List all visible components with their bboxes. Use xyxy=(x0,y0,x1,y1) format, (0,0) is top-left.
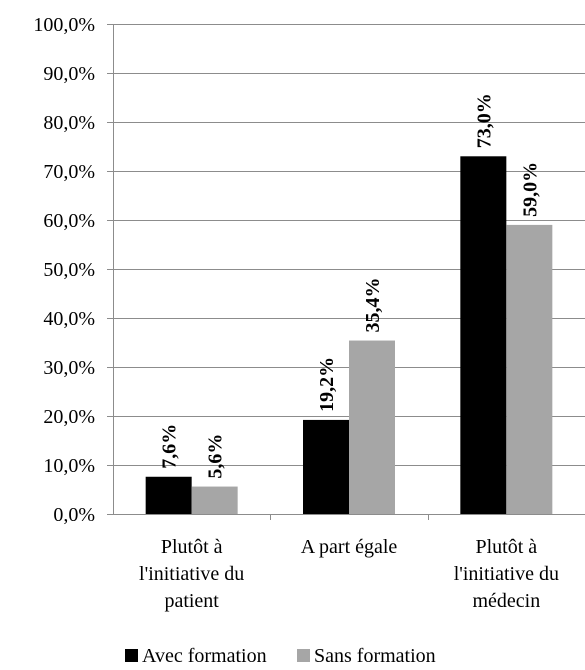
data-label: 5,6% xyxy=(205,434,227,479)
y-tick-label: 30,0% xyxy=(43,357,95,379)
axes xyxy=(107,24,585,520)
data-label: 35,4% xyxy=(362,278,384,333)
x-category-label: patient xyxy=(164,590,219,612)
data-labels: 7,6% 5,6% 19,2% 35,4% 73,0% 59,0% xyxy=(159,93,542,478)
y-tick-label: 70,0% xyxy=(43,161,95,183)
bars xyxy=(145,156,553,515)
legend-label: Sans formation xyxy=(314,645,436,667)
x-category-label: Plutôt à xyxy=(161,536,223,558)
y-tick-label: 80,0% xyxy=(43,112,95,134)
y-tick-label: 20,0% xyxy=(43,406,95,428)
x-category-label: médecin xyxy=(472,590,540,612)
legend-swatch-sans xyxy=(297,649,310,662)
y-tick-label: 90,0% xyxy=(43,63,95,85)
data-label: 7,6% xyxy=(159,424,181,469)
legend-label: Avec formation xyxy=(142,645,267,667)
x-axis-category-labels: Plutôt à l'initiative du patient A part éga… xyxy=(139,536,559,612)
bar-avec-0 xyxy=(145,476,192,514)
bar-avec-2 xyxy=(460,156,507,515)
bar-sans-2 xyxy=(506,224,553,514)
data-label: 19,2% xyxy=(316,357,338,412)
legend: Avec formation Sans formation xyxy=(125,645,436,667)
bar-sans-1 xyxy=(349,340,395,514)
y-tick-label: 50,0% xyxy=(43,259,95,281)
y-tick-label: 60,0% xyxy=(43,210,95,232)
y-axis-tick-labels: 0,0% 10,0% 20,0% 30,0% 40,0% 50,0% 60,0% 70,0% 8… xyxy=(33,14,95,526)
gridlines xyxy=(113,24,585,466)
x-category-label: Plutôt à xyxy=(475,536,537,558)
y-tick-label: 0,0% xyxy=(53,504,95,526)
bar-avec-1 xyxy=(303,419,349,514)
data-label: 73,0% xyxy=(473,93,495,148)
bar-sans-0 xyxy=(191,486,238,514)
y-tick-label: 40,0% xyxy=(43,308,95,330)
y-tick-label: 100,0% xyxy=(33,14,95,36)
data-label: 59,0% xyxy=(519,162,541,217)
x-category-label: A part égale xyxy=(301,536,398,558)
x-category-label: l'initiative du xyxy=(454,563,559,585)
y-tick-label: 10,0% xyxy=(43,455,95,477)
x-category-label: l'initiative du xyxy=(139,563,244,585)
legend-swatch-avec xyxy=(125,649,138,662)
